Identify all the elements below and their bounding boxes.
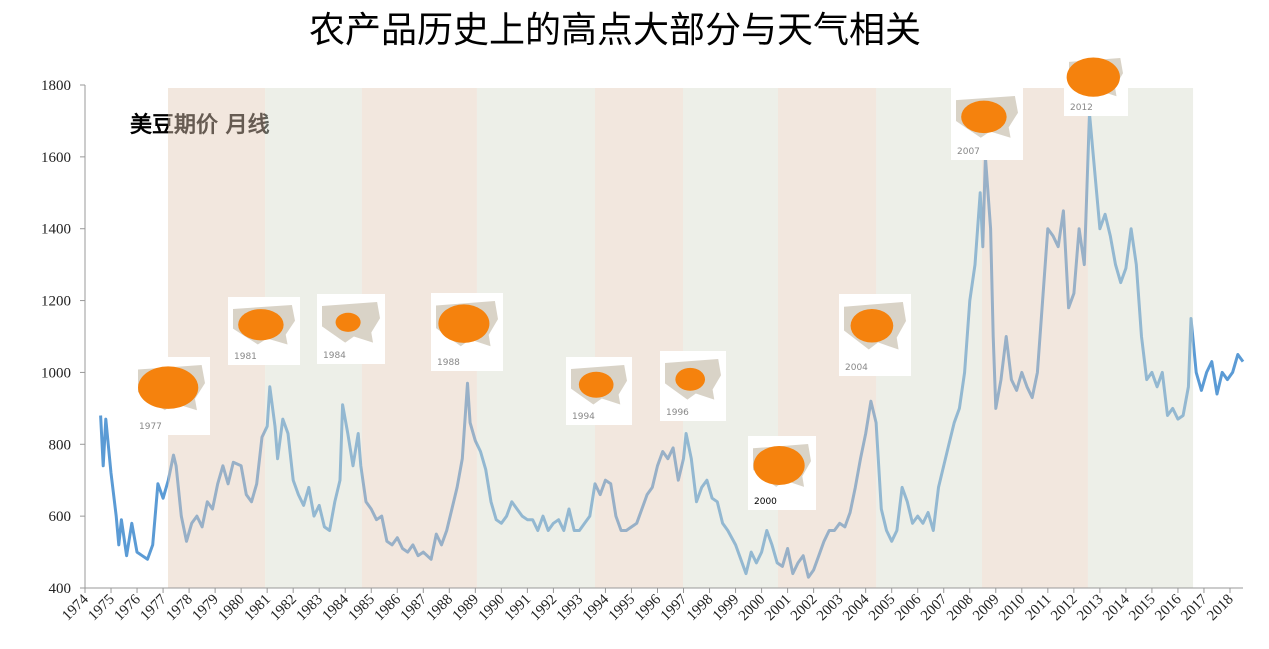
- y-tick-label: 1200: [41, 294, 71, 310]
- drought-area: [578, 371, 614, 398]
- x-tick-label: 2008: [944, 592, 977, 625]
- map-year: 1981: [234, 352, 257, 362]
- period-band: [1087, 88, 1194, 588]
- x-tick-label: 1986: [372, 591, 405, 624]
- x-tick-label: 2000: [736, 592, 769, 625]
- drought-map: 2007: [951, 88, 1023, 160]
- drought-area: [1066, 57, 1120, 97]
- drought-area: [850, 309, 894, 343]
- x-tick-label: 1995: [606, 592, 639, 625]
- map-year: 2004: [845, 363, 868, 373]
- x-tick-label: 2015: [1126, 592, 1159, 625]
- map-year: 1977: [139, 422, 162, 432]
- x-tick-label: 1998: [684, 592, 717, 625]
- map-year: 1984: [323, 351, 346, 361]
- x-tick-label: 2006: [892, 591, 925, 624]
- drought-map: 1988: [431, 293, 503, 371]
- x-tick-label: 2005: [866, 592, 899, 625]
- x-tick-label: 2004: [840, 591, 873, 624]
- y-tick-label: 1800: [41, 78, 71, 94]
- drought-map: 1981: [228, 297, 300, 365]
- map-year: 1994: [572, 412, 595, 422]
- y-tick-label: 1400: [41, 222, 71, 238]
- map-year: 2000: [754, 497, 777, 507]
- x-tick-label: 1997: [658, 591, 691, 624]
- x-tick-label: 2003: [814, 592, 847, 625]
- drought-map: 2000: [748, 436, 816, 510]
- drought-map: 1996: [660, 351, 726, 421]
- map-year: 1996: [666, 408, 689, 418]
- x-tick-label: 1979: [189, 592, 222, 625]
- chart-subtitle: 美豆期价 月线: [130, 112, 270, 138]
- price-line: [99, 112, 1245, 579]
- x-tick-label: 1977: [137, 591, 170, 624]
- x-tick-label: 2012: [1048, 592, 1081, 625]
- x-tick-label: 1989: [450, 592, 483, 625]
- drought-area: [753, 445, 805, 485]
- drought-area: [675, 367, 706, 391]
- x-tick-label: 2002: [788, 592, 821, 625]
- y-tick-label: 600: [49, 509, 72, 525]
- drought-area: [138, 366, 199, 409]
- period-band: [595, 88, 683, 588]
- drought-map: 2004: [839, 294, 911, 376]
- x-tick-label: 1996: [632, 591, 665, 624]
- period-band: [981, 88, 1088, 588]
- drought-map: 2012: [1064, 50, 1128, 116]
- x-tick-label: 1981: [241, 592, 274, 625]
- y-tick-label: 400: [49, 581, 72, 597]
- drought-area: [438, 304, 490, 343]
- y-tick-label: 800: [49, 437, 72, 453]
- x-tick-label: 2014: [1100, 591, 1133, 624]
- x-tick-label: 1985: [346, 592, 379, 625]
- x-tick-label: 2001: [762, 592, 795, 625]
- x-tick-label: 1980: [215, 592, 248, 625]
- y-tick-label: 1000: [41, 365, 71, 381]
- drought-map: 1984: [317, 294, 385, 364]
- x-tick-label: 1999: [710, 592, 743, 625]
- x-tick-label: 2018: [1204, 592, 1237, 625]
- x-tick-label: 2017: [1178, 591, 1211, 624]
- map-year: 2007: [957, 147, 980, 157]
- x-tick-label: 1991: [502, 592, 535, 625]
- drought-area: [238, 309, 284, 341]
- x-tick-label: 1987: [398, 591, 431, 624]
- period-band: [682, 88, 778, 588]
- x-tick-label: 2007: [918, 591, 951, 624]
- drought-area: [335, 312, 361, 332]
- x-tick-label: 2009: [970, 592, 1003, 625]
- x-tick-label: 1983: [294, 592, 327, 625]
- x-tick-label: 1988: [424, 592, 457, 625]
- x-tick-label: 2010: [996, 592, 1029, 625]
- x-tick-label: 1993: [554, 592, 587, 625]
- x-tick-label: 2016: [1152, 591, 1185, 624]
- chart-title: 农产品历史上的高点大部分与天气相关: [309, 10, 921, 51]
- y-tick-label: 1600: [41, 150, 71, 166]
- x-tick-label: 1984: [320, 591, 353, 624]
- x-tick-label: 2011: [1023, 592, 1055, 624]
- x-tick-label: 2013: [1074, 592, 1107, 625]
- drought-map: 1977: [133, 357, 210, 435]
- map-year: 2012: [1070, 103, 1093, 113]
- x-tick-label: 1975: [85, 592, 118, 625]
- x-tick-label: 1990: [476, 592, 509, 625]
- x-tick-label: 1978: [163, 592, 196, 625]
- x-tick-label: 1994: [580, 591, 613, 624]
- x-tick-label: 1982: [267, 592, 300, 625]
- x-tick-label: 1992: [528, 592, 561, 625]
- map-year: 1988: [437, 358, 460, 368]
- drought-area: [961, 100, 1007, 134]
- drought-map: 1994: [566, 357, 632, 425]
- x-tick-label: 1976: [111, 591, 144, 624]
